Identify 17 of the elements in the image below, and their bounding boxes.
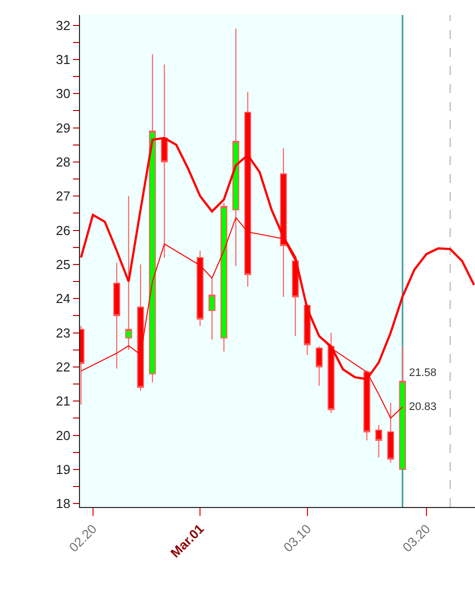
y-tick-label: 26 — [56, 222, 70, 238]
annotation: 20.83 — [409, 401, 437, 413]
y-tick-label: 19 — [56, 462, 70, 477]
y-tick-label: 29 — [56, 120, 70, 136]
y-tick-label: 28 — [56, 154, 70, 170]
y-tick-label: 22 — [56, 359, 70, 374]
y-tick-label: 20 — [56, 428, 70, 443]
y-tick-label: 31 — [56, 52, 70, 67]
y-tick-label: 25 — [56, 256, 70, 272]
y-tick-label: 23 — [56, 325, 70, 340]
y-tick-label: 18 — [56, 496, 70, 512]
y-tick-label: 24 — [56, 291, 70, 306]
y-tick-label: 32 — [56, 18, 70, 33]
y-tick-label: 27 — [56, 188, 70, 204]
annotation: 21.58 — [409, 367, 437, 379]
y-tick-label: 21 — [56, 394, 70, 409]
y-tick-label: 30 — [56, 86, 70, 102]
